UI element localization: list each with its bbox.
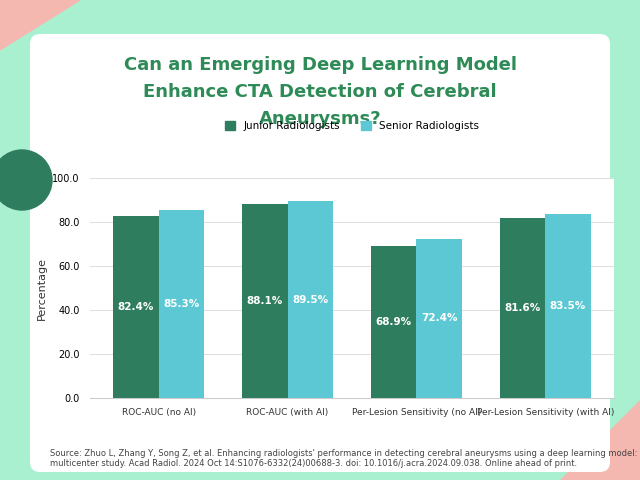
Bar (417, 239, 461, 398)
Text: Source: Zhuo L, Zhang Y, Song Z, et al. Enhancing radiologists' performance in d: Source: Zhuo L, Zhang Y, Song Z, et al. … (50, 449, 640, 468)
FancyBboxPatch shape (30, 34, 610, 472)
Text: 68.9%: 68.9% (376, 317, 412, 327)
Polygon shape (560, 400, 640, 480)
Bar (287, 201, 333, 398)
Text: 82.4%: 82.4% (118, 302, 154, 312)
Bar (500, 218, 545, 398)
Bar (371, 246, 417, 398)
Text: 81.6%: 81.6% (505, 303, 541, 313)
Bar (113, 216, 159, 398)
Polygon shape (0, 0, 80, 50)
Text: 88.1%: 88.1% (247, 296, 283, 306)
Bar (243, 204, 287, 398)
Bar (545, 214, 591, 398)
Text: 83.5%: 83.5% (550, 301, 586, 311)
Legend: Junior Radiologists, Senior Radiologists: Junior Radiologists, Senior Radiologists (225, 121, 479, 131)
Y-axis label: Percentage: Percentage (37, 256, 47, 320)
Circle shape (0, 150, 52, 210)
Text: Aneurysms?: Aneurysms? (259, 110, 381, 128)
Text: 89.5%: 89.5% (292, 295, 328, 305)
Bar (159, 210, 204, 398)
Text: Can an Emerging Deep Learning Model: Can an Emerging Deep Learning Model (124, 56, 516, 74)
Text: Enhance CTA Detection of Cerebral: Enhance CTA Detection of Cerebral (143, 83, 497, 101)
Text: 72.4%: 72.4% (420, 313, 458, 324)
Text: 85.3%: 85.3% (163, 299, 199, 309)
